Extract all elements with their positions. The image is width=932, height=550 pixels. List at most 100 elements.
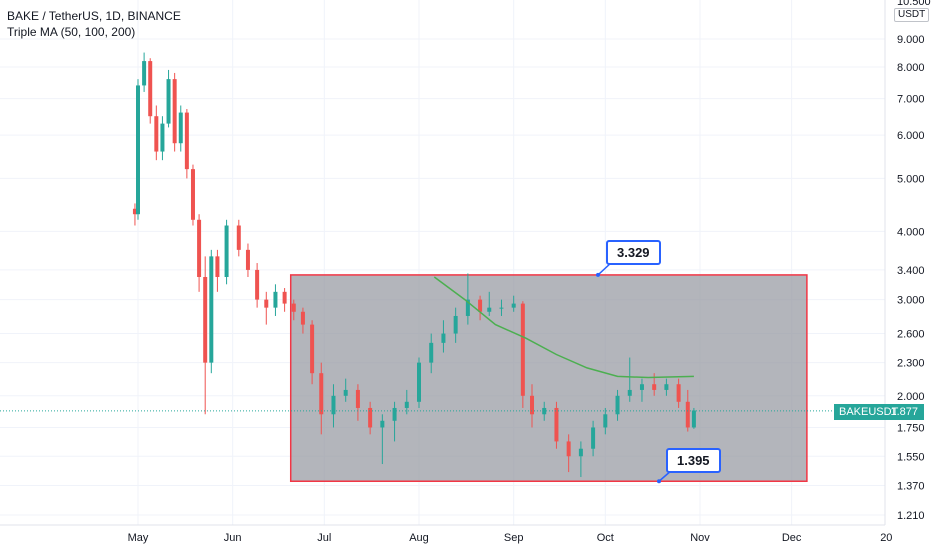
candle: [441, 320, 446, 353]
candle-body: [178, 112, 183, 144]
candle-body: [190, 169, 195, 220]
candle: [615, 389, 620, 421]
candle: [160, 116, 165, 161]
candle-body: [554, 407, 559, 442]
time-tick-label: Oct: [597, 532, 614, 544]
candle: [676, 378, 681, 408]
price-tick-label: 1.550: [897, 451, 925, 463]
time-tick-label: May: [128, 532, 149, 544]
price-tick-label: 1.750: [897, 422, 925, 434]
candle-body: [136, 85, 140, 215]
candle: [136, 79, 140, 220]
candle: [578, 441, 583, 478]
candle: [255, 263, 260, 308]
candle: [331, 384, 336, 428]
candle-body: [429, 342, 434, 363]
candle-body: [148, 61, 153, 117]
candle-body: [331, 395, 336, 415]
candle-body: [273, 291, 278, 308]
candle: [215, 249, 220, 292]
candle: [273, 284, 278, 316]
candle-body: [264, 299, 269, 308]
candle: [154, 105, 159, 161]
candle-body: [160, 123, 165, 152]
price-tick-label: 2.000: [897, 391, 925, 403]
candle-body: [282, 291, 287, 304]
candle: [465, 273, 470, 325]
price-tick-label: 8.000: [897, 62, 925, 74]
candle-body: [310, 324, 315, 374]
time-tick-label: Jul: [317, 532, 331, 544]
candle: [542, 401, 547, 421]
price-tick-label: 3.000: [897, 295, 925, 307]
candle: [203, 256, 208, 415]
candle: [429, 333, 434, 374]
candle: [664, 378, 669, 396]
candle: [530, 384, 535, 428]
candle: [691, 407, 696, 429]
candle: [166, 69, 171, 128]
candle-body: [319, 373, 324, 415]
candle: [392, 401, 397, 442]
price-tick-label: 9.000: [897, 34, 925, 46]
candle-body: [255, 269, 260, 300]
candle: [380, 414, 385, 465]
range-high-callout[interactable]: 3.329: [606, 240, 661, 265]
candle-body: [465, 299, 470, 316]
candle: [639, 378, 644, 402]
candle-body: [392, 407, 397, 421]
price-tick-label: 2.300: [897, 358, 925, 370]
last-price-symbol: BAKEUSDT: [839, 406, 899, 418]
candle-body: [197, 219, 202, 277]
moving-average-line: [433, 276, 694, 379]
candle: [291, 299, 296, 321]
candle-body: [404, 401, 409, 408]
candle-body: [652, 384, 657, 390]
time-tick-label: Jun: [224, 532, 242, 544]
range-low-callout[interactable]: 1.395: [666, 448, 721, 473]
candle: [343, 378, 348, 402]
candle: [190, 164, 195, 226]
candle: [355, 384, 360, 421]
price-tick-label: 10.500: [897, 0, 931, 8]
candle-body: [691, 410, 696, 428]
candle-body: [511, 303, 516, 308]
candle-body: [417, 362, 421, 402]
candle-body: [300, 311, 305, 325]
candle-body: [487, 307, 492, 312]
candle: [142, 52, 147, 92]
price-tick-label: 1.210: [897, 510, 925, 522]
symbol-title[interactable]: BAKE / TetherUS, 1D, BINANCE: [7, 9, 181, 23]
candle-body: [154, 116, 159, 152]
candle-body: [142, 61, 147, 86]
candle-body: [355, 389, 360, 408]
price-tick-label: 4.000: [897, 226, 925, 238]
price-tick-label: 2.600: [897, 329, 925, 341]
candle: [499, 299, 504, 316]
candle-body: [453, 315, 458, 334]
candle: [148, 58, 153, 124]
candle: [197, 214, 202, 292]
price-axis-background: [885, 0, 932, 550]
price-tick-label: 5.000: [897, 173, 925, 185]
price-axis[interactable]: 10.500 9.000 8.000 7.000 6.000 5.000 4.000 3.40…: [884, 0, 932, 550]
range-box[interactable]: [289, 261, 808, 484]
candle: [319, 362, 324, 435]
indicator-legend[interactable]: Triple MA (50, 100, 200): [7, 25, 136, 39]
candle: [417, 357, 421, 408]
candle-body: [520, 303, 525, 396]
time-axis[interactable]: May Jun Jul Aug Sep Oct Nov Dec 20: [0, 524, 892, 544]
candle-body: [236, 225, 241, 250]
candle-body: [380, 420, 385, 428]
candle: [310, 320, 315, 385]
price-tick-label: 7.000: [897, 94, 925, 106]
candle: [132, 203, 137, 226]
candle-body: [203, 277, 208, 363]
candle: [264, 291, 269, 325]
candle: [184, 109, 189, 179]
price-tick-label: 1.370: [897, 481, 925, 493]
candle-body: [184, 112, 189, 170]
candle-body: [566, 441, 571, 457]
candle: [282, 288, 287, 312]
